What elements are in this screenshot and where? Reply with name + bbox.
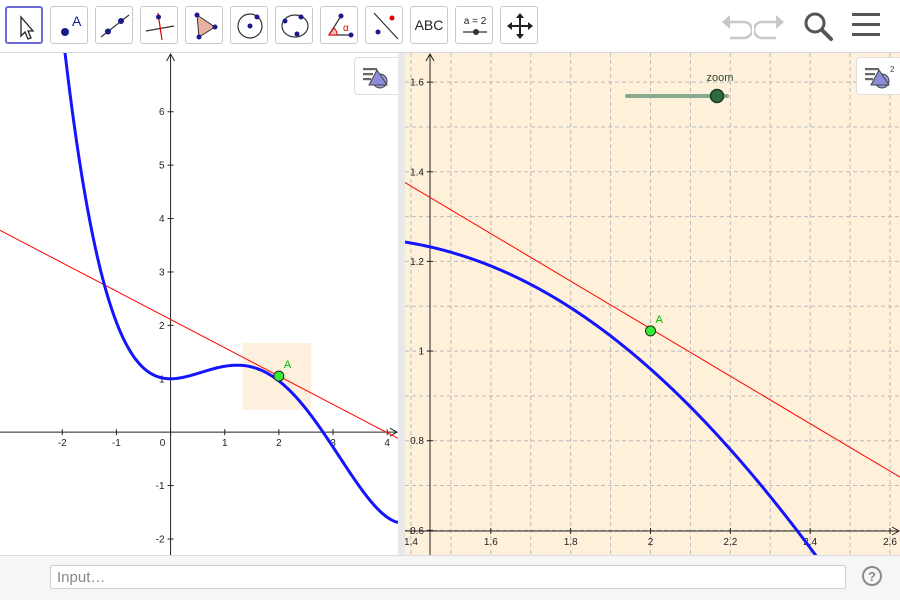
x-tick-label: 1 [222,438,228,449]
svg-text:α: α [343,23,349,34]
y-tick-label: 0.6 [410,526,424,537]
perpendicular-line-icon [145,12,175,41]
slider-tool-button[interactable]: a = 2 [455,6,493,44]
y-tick-label: 1.4 [410,167,424,178]
algebra-input-field[interactable] [50,565,846,589]
toolbar: A α ABC a = 2 [0,0,900,53]
y-tick-label: 1 [159,374,165,385]
style-bar-icon: 2 [865,65,895,89]
input-bar: ? [0,555,900,600]
x-tick-label: 2.4 [803,537,817,548]
svg-text:A: A [72,13,82,29]
x-tick-label: 1.8 [564,537,578,548]
y-tick-label: -1 [156,481,165,492]
text-icon: ABC [414,17,444,33]
circle-three-points-icon [281,14,309,38]
view-background [405,53,900,555]
search-icon[interactable] [800,8,836,44]
reflect-tool-button[interactable] [365,6,403,44]
x-axis-arrow [389,427,398,437]
reflect-about-line-icon [373,12,399,40]
circle-three-points-tool-button[interactable] [275,6,313,44]
move-arrow-icon [20,15,35,40]
move-tool-button[interactable] [5,6,43,44]
zoom-slider-handle[interactable] [709,88,725,104]
graphics-view-1[interactable]: -2 -1 0 1 2 3 4 -2 -1 1 2 3 4 5 6 A [0,53,398,555]
line-tool-button[interactable] [95,6,133,44]
x-tick-label: 0 [160,438,166,449]
x-tick-label: -2 [58,438,67,449]
hamburger-menu-icon[interactable] [848,8,884,44]
style-bar-icon [363,68,388,89]
point-tool-button[interactable]: A [50,6,88,44]
y-tick-label: -2 [156,534,165,545]
move-graphics-view-icon [507,13,533,39]
text-tool-button[interactable]: ABC [410,6,448,44]
x-tick-label: 2.6 [883,537,897,548]
point-a[interactable] [273,370,285,382]
x-tick-label: 2 [276,438,282,449]
x-tick-label: 2 [648,537,654,548]
help-icon[interactable]: ? [862,566,882,586]
style-bar-toggle-2[interactable]: 2 [856,57,900,95]
y-tick-label: 5 [159,161,165,172]
y-tick-label: 1.2 [410,257,424,268]
slider-icon: a = 2 [463,16,487,35]
y-axis-arrow [166,53,176,62]
y-axis-arrow [425,53,435,62]
y-tick-label: 1 [418,347,424,358]
function-curve[interactable] [405,240,900,555]
circle-center-point-icon [237,13,263,39]
y-tick-label: 0.8 [410,436,424,447]
tangent-line[interactable] [0,229,398,439]
y-tick-label: 2 [159,321,165,332]
function-curve[interactable] [0,53,398,524]
point-a-label: A [656,314,664,326]
point-a[interactable] [645,325,657,337]
point-icon: A [61,13,82,36]
perpendicular-tool-button[interactable] [140,6,178,44]
x-axis-arrow [891,526,900,536]
polygon-icon [194,12,218,40]
svg-text:a = 2: a = 2 [464,16,487,27]
x-tick-label: 4 [384,438,390,449]
zoom-slider-label: zoom [707,72,734,84]
view-divider[interactable] [398,53,405,555]
polygon-tool-button[interactable] [185,6,223,44]
x-tick-label: 1.4 [405,537,418,548]
y-tick-label: 4 [159,214,165,225]
y-tick-label: 3 [159,267,165,278]
style-bar-toggle-1[interactable] [354,57,398,95]
graphics-canvas-1[interactable]: -2 -1 0 1 2 3 4 -2 -1 1 2 3 4 5 6 A [0,53,398,555]
y-tick-label: 1.6 [410,78,424,89]
svg-text:2: 2 [890,65,895,74]
angle-tool-button[interactable]: α [320,6,358,44]
angle-icon: α [328,13,354,38]
point-a-label: A [284,359,292,371]
redo-icon[interactable] [754,8,788,44]
x-tick-label: 2.2 [723,537,737,548]
circle-center-tool-button[interactable] [230,6,268,44]
y-tick-label: 6 [159,107,165,118]
x-tick-label: 3 [330,438,336,449]
undo-icon[interactable] [718,8,752,44]
x-tick-label: -1 [112,438,121,449]
line-icon [100,14,130,38]
x-tick-label: 1.6 [484,537,498,548]
move-graphics-tool-button[interactable] [500,6,538,44]
